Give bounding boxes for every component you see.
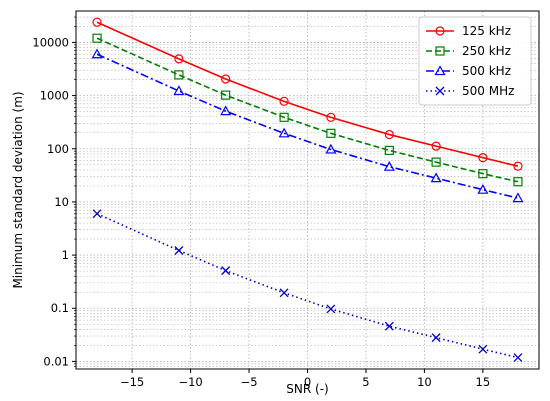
series-250-khz [92, 33, 523, 187]
series-line [96, 37, 519, 183]
legend-marker [434, 65, 446, 76]
x-marker-stroke [279, 288, 289, 298]
series-500-mhz [92, 209, 523, 363]
data-point [431, 333, 441, 343]
data-point [92, 209, 102, 219]
y-tick-label: 10 [54, 195, 69, 209]
data-point [221, 90, 231, 100]
data-point [221, 266, 231, 276]
data-point [513, 177, 523, 187]
legend-marker [435, 86, 445, 96]
data-point [513, 161, 523, 171]
legend-frame [418, 16, 532, 106]
legend-label: 125 kHz [462, 24, 511, 38]
y-axis-ticks: 0.01 0.1 1 10 100 1000 10000 [32, 16, 76, 368]
series-125-khz [92, 17, 523, 171]
y-tick-label: 1000 [40, 89, 69, 103]
x-tick-label: 0 [304, 375, 311, 389]
data-point [279, 96, 289, 106]
series-line [96, 53, 519, 199]
data-point [174, 54, 184, 64]
data-point [326, 112, 336, 122]
y-axis-title: Minimum standard deviation (m) [11, 91, 25, 288]
data-point [326, 304, 336, 314]
data-point [384, 129, 394, 140]
data-point [325, 143, 337, 154]
x-tick-label: −5 [241, 375, 258, 389]
y-tick-label: 10000 [32, 35, 69, 49]
legend-entry: 125 kHz [426, 24, 511, 38]
series-layer [91, 17, 524, 363]
data-point [384, 321, 394, 331]
data-point [221, 74, 231, 84]
x-marker-stroke [221, 266, 231, 276]
y-tick-label: 1 [62, 248, 69, 262]
data-point [478, 169, 488, 179]
data-point [92, 33, 102, 43]
data-point [430, 172, 442, 183]
y-tick-label: 0.1 [51, 301, 69, 315]
data-point [173, 85, 185, 96]
legend-marker [435, 26, 445, 36]
data-point [478, 153, 488, 163]
x-marker-stroke [384, 321, 394, 331]
x-tick-label: −10 [178, 375, 202, 389]
y-tick-label: 100 [47, 142, 69, 156]
series-line [96, 21, 519, 167]
data-point [512, 192, 524, 203]
legend-label: 500 MHz [462, 84, 514, 98]
x-tick-label: −15 [120, 375, 144, 389]
data-point [174, 70, 184, 80]
x-axis-title: SNR (-) [286, 382, 328, 396]
x-axis-ticks: −15 −10 −5 0 5 10 15 [120, 369, 490, 389]
data-point [174, 246, 184, 255]
data-point [326, 128, 336, 138]
legend-entry: 250 kHz [426, 44, 511, 58]
x-tick-label: 5 [362, 375, 369, 389]
legend-entry: 500 kHz [426, 64, 511, 78]
x-tick-label: 15 [476, 375, 491, 389]
y-tick-label: 0.01 [43, 354, 69, 368]
legend-marker [435, 46, 445, 56]
data-point [513, 353, 523, 363]
x-marker-stroke [513, 353, 523, 363]
data-point [220, 105, 232, 116]
data-point [279, 288, 289, 298]
x-marker-stroke [326, 304, 336, 314]
data-point [478, 344, 488, 354]
data-point [383, 160, 395, 171]
x-marker-stroke [92, 209, 102, 219]
legend-entry: 500 MHz [426, 84, 514, 98]
data-point [431, 157, 441, 167]
x-marker-stroke [478, 344, 488, 354]
data-point [431, 141, 441, 151]
legend-label: 250 kHz [462, 44, 511, 58]
x-marker-stroke [431, 333, 441, 343]
x-marker-stroke [435, 86, 445, 96]
data-point [477, 183, 489, 194]
x-marker-stroke [174, 246, 184, 255]
series-500-khz [91, 48, 524, 203]
data-point [384, 145, 394, 156]
legend: 125 kHz 250 kHz 500 kHz 500 MHz [418, 16, 532, 106]
data-point [278, 127, 290, 138]
x-tick-label: 10 [417, 375, 432, 389]
data-point [92, 17, 102, 27]
data-point [279, 112, 289, 122]
data-point [91, 48, 103, 59]
legend-label: 500 kHz [462, 64, 511, 78]
